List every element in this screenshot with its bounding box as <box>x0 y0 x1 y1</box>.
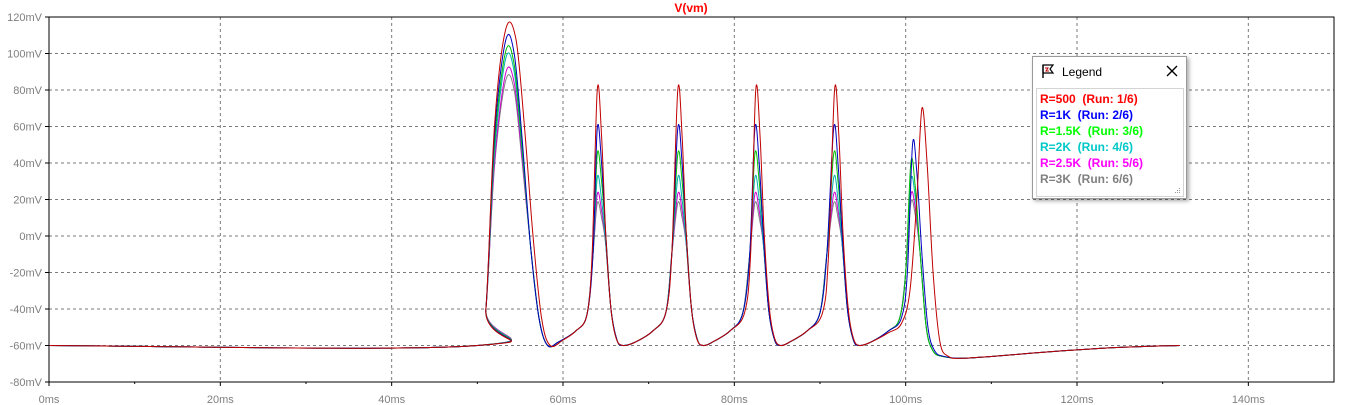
series-line <box>48 52 1180 359</box>
legend-header[interactable]: Legend <box>1033 57 1186 87</box>
x-tick-label: 100ms <box>889 394 923 405</box>
y-tick-label: 80mV <box>13 85 42 97</box>
y-tick-label: -80mV <box>10 377 43 389</box>
x-tick-label: 20ms <box>207 394 234 405</box>
series-line <box>48 34 1180 359</box>
y-tick-label: 0mV <box>19 231 42 243</box>
y-tick-label: 20mV <box>13 195 42 207</box>
x-tick-label: 80ms <box>721 394 748 405</box>
x-tick-label: 120ms <box>1060 394 1094 405</box>
series-line <box>48 66 1180 359</box>
resize-grip-icon[interactable] <box>1173 186 1181 194</box>
y-tick-label: 40mV <box>13 158 42 170</box>
legend-entry[interactable]: R=2.5K (Run: 5/6) <box>1040 156 1144 170</box>
probe-icon <box>1042 64 1055 78</box>
series-line <box>48 21 1180 359</box>
x-tick-label: 60ms <box>550 394 577 405</box>
legend-title: Legend <box>1062 65 1103 79</box>
y-tick-label: -60mV <box>10 341 43 353</box>
x-tick-label: 0ms <box>39 394 60 405</box>
legend-entry[interactable]: R=1.5K (Run: 3/6) <box>1040 124 1144 138</box>
legend-entries: R=500 (Run: 1/6) R=1K (Run: 2/6) R=1.5K … <box>1036 88 1184 197</box>
legend-entry[interactable]: R=3K (Run: 6/6) <box>1040 172 1134 186</box>
legend-window[interactable]: Legend R=500 (Run: 1/6) R=1K (Run: 2/6) … <box>1032 56 1187 199</box>
legend-entry[interactable]: R=1K (Run: 2/6) <box>1040 108 1134 122</box>
x-tick-label: 40ms <box>378 394 405 405</box>
legend-entry[interactable]: R=500 (Run: 1/6) <box>1040 92 1138 106</box>
traces <box>48 21 1180 359</box>
chart-title[interactable]: V(vm) <box>674 1 707 15</box>
series-line <box>48 45 1180 359</box>
x-tick-label: 140ms <box>1232 394 1266 405</box>
y-tick-label: 60mV <box>13 122 42 134</box>
legend-entry[interactable]: R=2K (Run: 4/6) <box>1040 140 1134 154</box>
y-tick-label: 120mV <box>7 12 43 24</box>
y-tick-label: -40mV <box>10 304 43 316</box>
axis-ticks: 0ms 20ms 40ms 60ms 80ms 100ms 120ms 140ms -80mV -… <box>7 12 1265 405</box>
series-line <box>48 74 1180 359</box>
close-icon[interactable] <box>1162 61 1182 81</box>
y-tick-label: -20mV <box>10 268 43 280</box>
y-tick-label: 100mV <box>7 49 43 61</box>
